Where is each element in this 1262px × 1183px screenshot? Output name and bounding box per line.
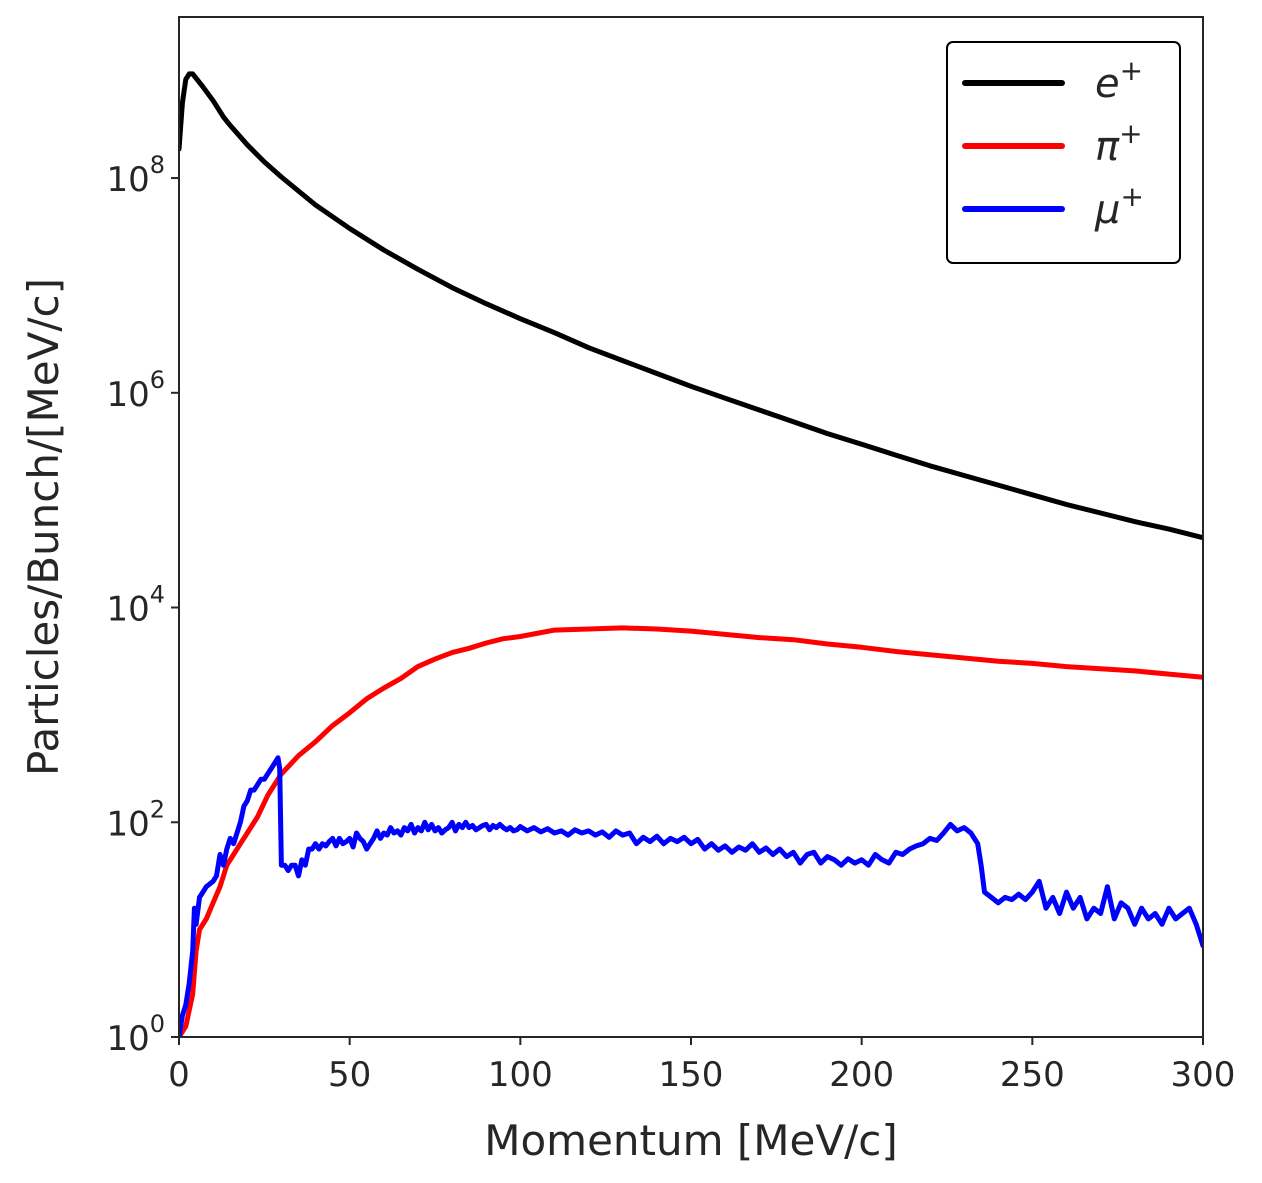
- legend-box: [946, 41, 1181, 264]
- y-tick-label: 100: [106, 1010, 165, 1059]
- x-tick-label: 0: [168, 1055, 190, 1095]
- x-tick-label: 300: [1171, 1055, 1236, 1095]
- legend-label-1: π+: [1095, 117, 1143, 170]
- legend-label-2: μ+: [1094, 180, 1144, 233]
- y-axis: 100 102 104 106 108: [106, 151, 179, 1059]
- legend: e+ π+ μ+: [946, 41, 1181, 264]
- series-line-2: [179, 755, 1203, 1037]
- y-tick-label: 104: [106, 581, 165, 630]
- series-line-0: [179, 71, 1203, 541]
- y-axis-title: Particles/Bunch/[MeV/c]: [19, 278, 68, 776]
- x-tick-label: 250: [1000, 1055, 1065, 1095]
- x-tick-label: 200: [829, 1055, 894, 1095]
- y-tick-label: 106: [106, 366, 165, 415]
- y-tick-label: 108: [106, 151, 165, 200]
- chart-series-layer: [179, 71, 1203, 1037]
- x-axis-title: Momentum [MeV/c]: [484, 1116, 897, 1165]
- x-tick-label: 150: [659, 1055, 724, 1095]
- legend-label-0: e+: [1095, 54, 1143, 107]
- y-tick-label: 102: [106, 795, 165, 844]
- x-axis: 0 50 100 150 200 250 300: [168, 1037, 1235, 1095]
- x-tick-label: 50: [328, 1055, 371, 1095]
- x-tick-label: 100: [488, 1055, 553, 1095]
- series-line-1: [179, 625, 1203, 1037]
